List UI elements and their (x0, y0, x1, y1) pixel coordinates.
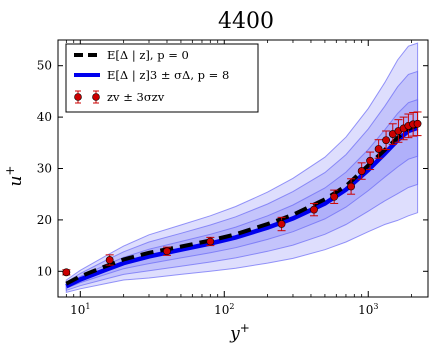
y-tick-label: 40 (37, 110, 52, 124)
x-axis-label: y+ (229, 321, 250, 344)
series-line-mean (65, 123, 419, 286)
x-tick-label: 103 (358, 302, 378, 317)
data-point (163, 247, 171, 256)
legend-label-bands: E[Δ | z]3 ± σΔ, p = 8 (107, 68, 229, 83)
data-point (310, 205, 318, 214)
data-point (330, 192, 339, 201)
data-point (206, 237, 215, 246)
data-point (413, 119, 422, 128)
data-point (277, 220, 286, 228)
y-axis-label: u+ (3, 165, 26, 186)
data-point (374, 145, 383, 153)
data-point (382, 136, 390, 145)
legend: E[Δ | z], p = 0 E[Δ | z]3 ± σΔ, p = 8 zv… (65, 43, 259, 113)
data-point (62, 268, 71, 277)
legend-label-obs: zv ± 3σzv (107, 90, 165, 104)
observations (62, 111, 422, 277)
y-tick-label: 20 (37, 213, 52, 227)
axis-ticks: 10 20 30 40 50 101 102 103 (37, 40, 428, 317)
legend-box (65, 43, 259, 113)
band-3sigma (65, 42, 419, 294)
data-point (105, 256, 114, 264)
data-point (347, 182, 355, 191)
legend-label-mean: E[Δ | z], p = 0 (107, 48, 189, 63)
data-point (357, 167, 366, 175)
y-tick-label: 10 (37, 264, 52, 278)
y-tick-label: 50 (37, 59, 52, 73)
y-tick-label: 30 (37, 162, 52, 176)
legend-swatch-obs (74, 90, 100, 104)
x-tick-label: 102 (214, 302, 234, 317)
data-point (366, 156, 375, 165)
x-tick-label: 101 (70, 302, 90, 317)
chart-title: 4400 (218, 9, 274, 34)
